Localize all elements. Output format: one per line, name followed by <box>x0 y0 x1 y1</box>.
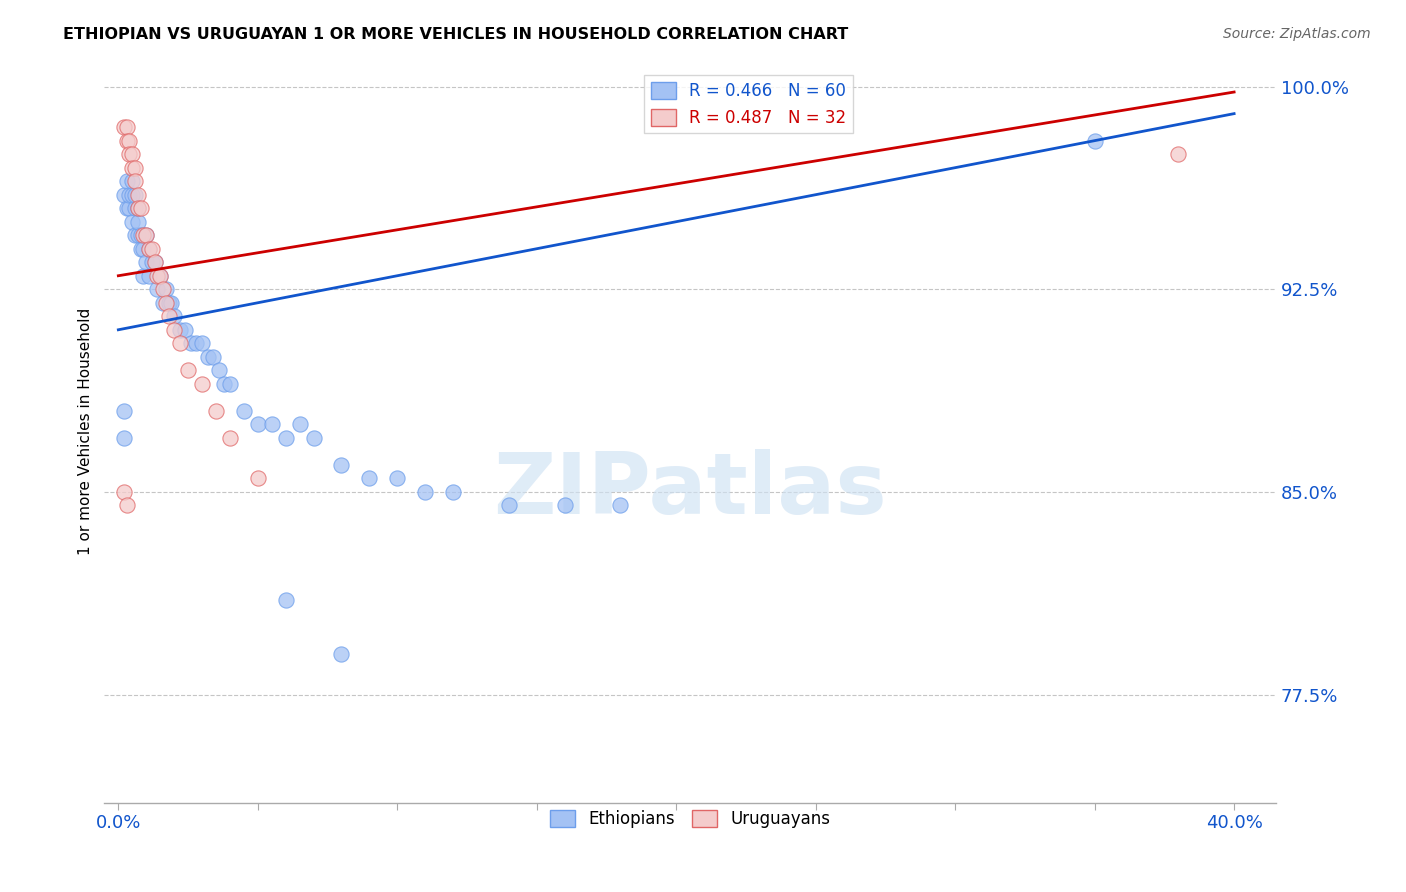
Point <box>191 336 214 351</box>
Point <box>260 417 283 432</box>
Point <box>135 255 157 269</box>
Point <box>1167 147 1189 161</box>
Point <box>135 228 157 243</box>
Point <box>115 201 138 215</box>
Point <box>387 471 409 485</box>
Point <box>246 471 269 485</box>
Point <box>127 228 149 243</box>
Point <box>149 268 172 283</box>
Point <box>609 499 631 513</box>
Point <box>197 350 219 364</box>
Point <box>155 295 177 310</box>
Point <box>152 282 174 296</box>
Point <box>127 187 149 202</box>
Point <box>554 499 576 513</box>
Point <box>129 201 152 215</box>
Point <box>132 242 155 256</box>
Point <box>124 228 146 243</box>
Point <box>232 404 254 418</box>
Point <box>330 647 353 661</box>
Point <box>498 499 520 513</box>
Text: ZIPatlas: ZIPatlas <box>494 449 887 532</box>
Point <box>163 323 186 337</box>
Y-axis label: 1 or more Vehicles in Household: 1 or more Vehicles in Household <box>79 308 93 555</box>
Point <box>169 336 191 351</box>
Point <box>118 147 141 161</box>
Point <box>205 404 228 418</box>
Point <box>127 201 149 215</box>
Point <box>121 147 143 161</box>
Point <box>129 228 152 243</box>
Point <box>132 228 155 243</box>
Point <box>180 336 202 351</box>
Point <box>112 431 135 445</box>
Point <box>1084 134 1107 148</box>
Point <box>163 310 186 324</box>
Point <box>274 593 297 607</box>
Point <box>174 323 197 337</box>
Point <box>160 295 183 310</box>
Point <box>112 404 135 418</box>
Point <box>141 255 163 269</box>
Legend: Ethiopians, Uruguayans: Ethiopians, Uruguayans <box>544 804 837 835</box>
Point <box>121 174 143 188</box>
Point <box>112 484 135 499</box>
Point <box>124 161 146 175</box>
Point <box>288 417 311 432</box>
Point <box>152 295 174 310</box>
Point <box>124 201 146 215</box>
Point <box>112 120 135 135</box>
Point <box>441 484 464 499</box>
Point <box>302 431 325 445</box>
Point <box>138 242 160 256</box>
Point <box>143 255 166 269</box>
Point <box>155 282 177 296</box>
Point <box>138 268 160 283</box>
Point <box>219 431 242 445</box>
Point <box>121 215 143 229</box>
Point <box>330 458 353 472</box>
Point <box>214 376 236 391</box>
Point <box>169 323 191 337</box>
Point <box>208 363 231 377</box>
Point <box>121 187 143 202</box>
Point <box>124 187 146 202</box>
Point <box>115 134 138 148</box>
Point <box>157 310 180 324</box>
Point <box>118 187 141 202</box>
Point <box>118 134 141 148</box>
Point <box>121 161 143 175</box>
Point <box>246 417 269 432</box>
Point <box>141 242 163 256</box>
Point <box>132 268 155 283</box>
Point <box>157 295 180 310</box>
Point <box>115 499 138 513</box>
Point <box>413 484 436 499</box>
Point <box>177 363 200 377</box>
Point <box>127 215 149 229</box>
Point <box>202 350 225 364</box>
Point <box>115 174 138 188</box>
Point <box>146 282 169 296</box>
Point <box>149 268 172 283</box>
Point <box>118 201 141 215</box>
Text: ETHIOPIAN VS URUGUAYAN 1 OR MORE VEHICLES IN HOUSEHOLD CORRELATION CHART: ETHIOPIAN VS URUGUAYAN 1 OR MORE VEHICLE… <box>63 27 848 42</box>
Point <box>146 268 169 283</box>
Point <box>124 174 146 188</box>
Point <box>112 187 135 202</box>
Point <box>186 336 208 351</box>
Point <box>274 431 297 445</box>
Point <box>135 228 157 243</box>
Point <box>115 120 138 135</box>
Point <box>219 376 242 391</box>
Point <box>143 255 166 269</box>
Point <box>191 376 214 391</box>
Point <box>129 242 152 256</box>
Point <box>138 242 160 256</box>
Text: Source: ZipAtlas.com: Source: ZipAtlas.com <box>1223 27 1371 41</box>
Point <box>359 471 381 485</box>
Point <box>127 201 149 215</box>
